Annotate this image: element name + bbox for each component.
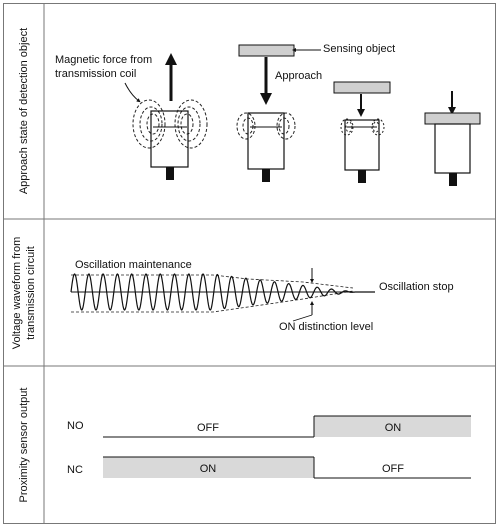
- distinction-leader: [292, 314, 313, 322]
- sensor-1: [132, 53, 208, 180]
- oscillation-maintenance-label: Oscillation maintenance: [75, 259, 192, 271]
- approach-panel-title: Approach state of detection object: [18, 28, 30, 194]
- waveform-panel-title-line1: Voltage waveform from: [11, 237, 23, 350]
- sensing-object-4: [424, 112, 481, 125]
- diagram: Approach state of detection object Volta…: [3, 3, 496, 524]
- output-row-nc-first: ON: [200, 463, 217, 475]
- approach-panel: Magnetic force from transmission coil Se…: [55, 43, 481, 186]
- waveform-panel: Oscillation maintenance Oscillation stop…: [70, 259, 454, 333]
- output-row-no-first: OFF: [197, 422, 219, 434]
- waveform-panel-title-line2: transmission circuit: [25, 246, 37, 340]
- output-row-nc-second: OFF: [382, 463, 404, 475]
- sensor-4: [424, 91, 481, 186]
- waveform-envelope-bottom: [71, 290, 354, 313]
- on-distinction-level-label: ON distinction level: [279, 321, 373, 333]
- waveform-envelope-top: [71, 274, 354, 289]
- output-row-no-on-area: [314, 416, 471, 437]
- output-row-no-second: ON: [385, 422, 402, 434]
- output-row-nc-name: NC: [67, 464, 83, 476]
- sensing-object-2: [238, 44, 295, 57]
- oscillation-stop-label: Oscillation stop: [379, 281, 454, 293]
- magnetic-force-label: Magnetic force from: [55, 54, 152, 66]
- sensor-2: [236, 44, 321, 182]
- output-row-no-name: NO: [67, 420, 84, 432]
- magnetic-force-label-line2: transmission coil: [55, 68, 136, 80]
- output-row-nc-on-area: [103, 457, 314, 478]
- output-panel-title: Proximity sensor output: [18, 388, 30, 503]
- oscillation-waveform: [70, 273, 375, 311]
- magnetic-force-leader: [124, 82, 141, 103]
- outer-border: [3, 3, 496, 524]
- sensor-3: [333, 81, 391, 183]
- approach-label: Approach: [275, 70, 322, 82]
- output-panel: NO OFF ON NC ON OFF: [67, 415, 471, 479]
- sensing-object-3: [333, 81, 391, 94]
- sensing-object-label: Sensing object: [323, 43, 395, 55]
